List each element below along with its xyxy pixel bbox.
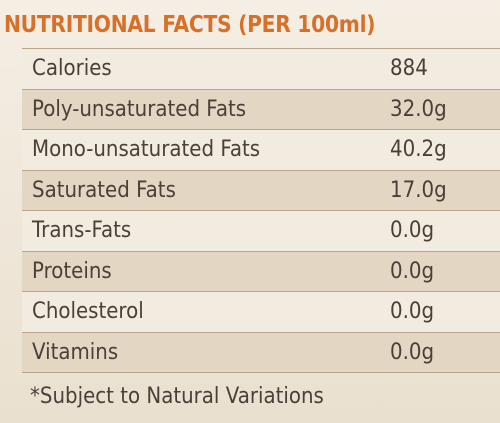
- table-row: Saturated Fats 17.0g: [22, 170, 500, 211]
- table-row: Mono-unsaturated Fats 40.2g: [22, 130, 500, 171]
- nutrient-amount: 0.0g: [390, 258, 435, 284]
- nutrient-amount: 32.0g: [390, 96, 447, 122]
- nutrient-amount: 0.0g: [390, 299, 435, 324]
- nutrient-name: Mono-unsaturated Fats: [32, 137, 261, 162]
- table-row: Trans-Fats 0.0g: [22, 211, 500, 252]
- nutrient-name: Saturated Fats: [32, 177, 176, 203]
- table-row: Proteins 0.0g: [22, 251, 500, 292]
- nutrient-name: Trans-Fats: [32, 218, 132, 243]
- nutrient-amount: 0.0g: [390, 339, 435, 365]
- nutrient-amount: 0.0g: [390, 218, 435, 243]
- title: NUTRITIONAL FACTS (PER 100ml): [4, 12, 376, 38]
- table-row: Calories 884: [22, 49, 500, 90]
- nutrient-amount: 17.0g: [390, 177, 447, 203]
- nutrient-name: Calories: [32, 56, 112, 81]
- nutrient-name: Proteins: [32, 258, 112, 284]
- nutrient-name: Vitamins: [32, 339, 119, 365]
- table-row: Vitamins 0.0g: [22, 332, 500, 373]
- nutrient-name: Cholesterol: [32, 299, 144, 324]
- nutrient-amount: 40.2g: [390, 137, 447, 162]
- nutrition-table: Calories 884 Poly-unsaturated Fats 32.0g Mon…: [22, 48, 500, 373]
- footnote: *Subject to Natural Variations: [30, 384, 324, 409]
- table-row: Cholesterol 0.0g: [22, 292, 500, 333]
- nutrient-amount: 884: [390, 56, 428, 81]
- nutrient-name: Poly-unsaturated Fats: [32, 96, 247, 122]
- table-row: Poly-unsaturated Fats 32.0g: [22, 89, 500, 130]
